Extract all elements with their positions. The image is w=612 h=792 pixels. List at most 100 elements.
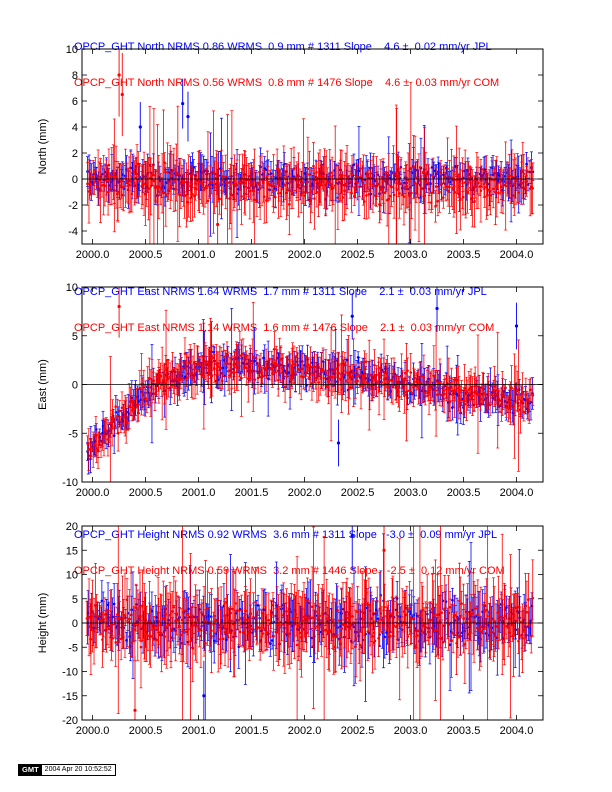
- north-com-point: [215, 172, 219, 176]
- north-xtick-label: 2002.0: [288, 249, 322, 261]
- east-com-point: [224, 362, 227, 365]
- north-com-point: [408, 194, 411, 197]
- north-com-point: [283, 183, 287, 187]
- north-com-point: [303, 194, 307, 197]
- north-com-point: [344, 182, 348, 186]
- north-com-point: [291, 191, 295, 195]
- north-com-point: [427, 187, 431, 191]
- north-com-point: [442, 196, 445, 199]
- north-com-point: [226, 181, 229, 185]
- north-com-point: [486, 193, 489, 197]
- north-com-point: [497, 191, 500, 195]
- north-com-point: [490, 178, 494, 181]
- east-com-point: [152, 379, 155, 382]
- north-com-point: [108, 187, 112, 191]
- east-com-point: [398, 395, 401, 399]
- east-com-point: [97, 440, 101, 443]
- east-com-point: [285, 375, 289, 378]
- north-com-point: [453, 190, 457, 194]
- north-xtick-label: 2003.0: [394, 249, 428, 261]
- east-com-point: [359, 384, 363, 388]
- east-com-point: [129, 400, 132, 403]
- east-com-point: [202, 374, 206, 378]
- east-com-point: [226, 369, 230, 373]
- east-com-point: [92, 443, 96, 447]
- north-com-point: [272, 182, 275, 185]
- north-com-point: [91, 175, 95, 179]
- north-com-point: [376, 182, 380, 186]
- north-outlier-point: [117, 73, 121, 77]
- east-com-point: [213, 367, 216, 370]
- north-com-point: [262, 195, 266, 199]
- north-com-point: [238, 180, 241, 184]
- north-com-point: [348, 180, 352, 184]
- east-com-point: [283, 385, 287, 389]
- east-com-point: [249, 370, 253, 373]
- east-com-point: [168, 375, 172, 378]
- north-com-point: [410, 191, 413, 195]
- east-com-point: [352, 371, 355, 374]
- north-com-point: [336, 196, 340, 200]
- east-com-point: [203, 359, 207, 363]
- north-jpl-point: [525, 162, 528, 166]
- north-com-point: [271, 189, 275, 192]
- north-com-point: [113, 174, 116, 177]
- east-com-point: [192, 361, 196, 365]
- height-header-com: OPCP_GHT Height NRMS 0.59 WRMS 3.2 mm # …: [74, 565, 505, 577]
- north-xtick-label: 2000.0: [76, 249, 110, 261]
- north-ytick-label: 6: [72, 96, 78, 108]
- north-xtick-label: 2001.5: [235, 249, 269, 261]
- east-panel-header: OPCP_GHT East NRMS 1.64 WRMS 1.7 mm # 13…: [74, 262, 494, 346]
- north-com-point: [285, 191, 288, 195]
- east-com-point: [120, 406, 124, 410]
- east-com-point: [111, 413, 114, 416]
- east-com-point: [401, 378, 405, 381]
- north-com-point: [258, 186, 262, 190]
- east-plot-area: [86, 287, 535, 482]
- east-com-point: [181, 376, 185, 380]
- east-com-point: [281, 367, 285, 371]
- north-com-point: [312, 164, 315, 168]
- east-com-point: [137, 411, 140, 415]
- north-com-point: [310, 190, 314, 193]
- north-com-point: [508, 174, 511, 178]
- north-com-point: [99, 189, 102, 192]
- north-com-point: [457, 173, 461, 176]
- east-com-point: [101, 441, 104, 444]
- east-com-point: [325, 384, 329, 388]
- east-com-point: [390, 379, 393, 382]
- north-com-point: [144, 192, 147, 196]
- east-com-point: [257, 364, 261, 368]
- north-com-point: [358, 185, 361, 188]
- east-com-point: [291, 360, 294, 363]
- north-com-point: [186, 200, 189, 204]
- north-com-point: [203, 187, 207, 190]
- east-com-point: [131, 402, 135, 406]
- north-com-point: [436, 199, 440, 203]
- east-com-point: [346, 371, 349, 374]
- north-com-point: [390, 185, 393, 189]
- north-com-point: [446, 189, 450, 193]
- north-com-point: [471, 196, 474, 200]
- north-com-point: [116, 190, 120, 194]
- north-com-point: [141, 184, 144, 187]
- north-com-point: [282, 176, 286, 179]
- north-com-point: [502, 183, 505, 187]
- east-com-point: [86, 442, 89, 445]
- north-ytick-label: 10: [66, 44, 78, 56]
- east-com-point: [298, 368, 301, 372]
- east-com-point: [90, 446, 93, 449]
- north-com-point: [459, 198, 462, 201]
- north-com-point: [509, 184, 513, 187]
- north-com-point: [187, 184, 190, 188]
- north-xtick-label: 2000.5: [129, 249, 163, 261]
- east-com-point: [241, 352, 245, 356]
- east-com-point: [382, 378, 386, 381]
- north-xtick-label: 2001.0: [182, 249, 216, 261]
- east-com-point: [207, 367, 210, 370]
- north-com-point: [142, 182, 146, 186]
- north-com-point: [378, 203, 381, 206]
- east-com-point: [395, 387, 399, 391]
- north-com-point: [125, 181, 129, 184]
